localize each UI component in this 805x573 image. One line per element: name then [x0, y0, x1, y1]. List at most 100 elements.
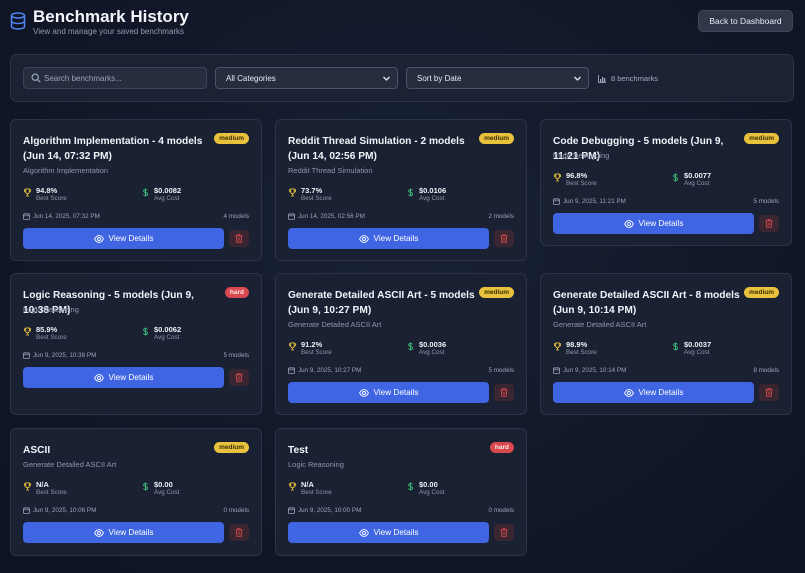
delete-button[interactable]	[494, 524, 514, 541]
model-count: 0 models	[488, 507, 514, 514]
avg-cost-value: $0.0106	[419, 186, 447, 195]
best-score-label: Best Score	[566, 349, 597, 356]
card-date: Jun 9, 2025, 10:27 PM	[288, 367, 361, 374]
avg-cost-label: Avg Cost	[419, 195, 445, 202]
card-date-text: Jun 14, 2025, 07:32 PM	[33, 213, 100, 220]
chevron-down-icon	[574, 76, 581, 81]
model-count: 4 models	[223, 213, 249, 220]
difficulty-badge: medium	[744, 287, 779, 298]
trophy-icon	[288, 482, 297, 491]
category-select-value: All Categories	[226, 73, 276, 83]
card-meta: Jun 9, 2025, 10:38 PM 5 models	[23, 352, 249, 359]
trophy-icon	[23, 482, 32, 491]
card-category: Generate Detailed ASCII Art	[23, 460, 117, 469]
delete-button[interactable]	[494, 384, 514, 401]
calendar-icon	[23, 352, 30, 359]
search-input[interactable]	[44, 68, 204, 88]
best-score-stat: N/A Best Score	[23, 480, 67, 497]
best-score-value: 94.8%	[36, 186, 58, 195]
card-title: Code Debugging - 5 models (Jun 9, 11:21 …	[553, 136, 724, 162]
benchmark-card: ASCII medium Generate Detailed ASCII Art…	[10, 428, 262, 556]
delete-button[interactable]	[229, 369, 249, 386]
card-title: Generate Detailed ASCII Art - 5 models (…	[288, 290, 475, 316]
view-details-label: View Details	[373, 528, 419, 537]
card-category: Generate Detailed ASCII Art	[288, 320, 382, 329]
card-meta: Jun 9, 2025, 10:00 PM 0 models	[288, 507, 514, 514]
eye-icon	[93, 528, 104, 537]
avg-cost-label: Avg Cost	[419, 349, 445, 356]
best-score-value: 85.9%	[36, 325, 58, 334]
view-details-button[interactable]: View Details	[23, 367, 224, 388]
dollar-icon	[673, 342, 679, 351]
sort-select[interactable]: Sort by Date	[406, 67, 589, 89]
card-category: Logic Reasoning	[288, 460, 344, 469]
avg-cost-stat: $0.0036 Avg Cost	[406, 340, 446, 357]
delete-button[interactable]	[759, 215, 779, 232]
avg-cost-label: Avg Cost	[684, 349, 710, 356]
trophy-icon	[288, 342, 297, 351]
trash-icon	[235, 234, 243, 243]
view-details-label: View Details	[638, 219, 684, 228]
avg-cost-value: $0.00	[419, 480, 438, 489]
view-details-label: View Details	[373, 388, 419, 397]
difficulty-badge: medium	[744, 133, 779, 144]
bar-chart-icon	[598, 74, 606, 83]
benchmark-card: Algorithm Implementation - 4 models (Jun…	[10, 119, 262, 261]
best-score-value: 91.2%	[301, 340, 323, 349]
view-details-label: View Details	[638, 388, 684, 397]
best-score-stat: 98.9% Best Score	[553, 340, 597, 357]
view-details-button[interactable]: View Details	[23, 522, 224, 543]
avg-cost-stat: $0.0106 Avg Cost	[406, 186, 446, 203]
view-details-button[interactable]: View Details	[288, 522, 489, 543]
avg-cost-value: $0.00	[154, 480, 173, 489]
back-to-dashboard-button[interactable]: Back to Dashboard	[698, 10, 793, 32]
view-details-button[interactable]: View Details	[288, 382, 489, 403]
avg-cost-value: $0.0082	[154, 186, 182, 195]
calendar-icon	[288, 507, 295, 514]
card-title: Algorithm Implementation - 4 models (Jun…	[23, 136, 203, 162]
card-date-text: Jun 9, 2025, 10:06 PM	[33, 507, 97, 514]
trash-icon	[235, 373, 243, 382]
calendar-icon	[553, 367, 560, 374]
delete-button[interactable]	[494, 230, 514, 247]
avg-cost-stat: $0.0037 Avg Cost	[671, 340, 711, 357]
card-category: Generate Detailed ASCII Art	[553, 320, 647, 329]
view-details-button[interactable]: View Details	[553, 213, 754, 234]
trash-icon	[500, 388, 508, 397]
benchmark-card: Logic Reasoning - 5 models (Jun 9, 10:38…	[10, 273, 262, 415]
avg-cost-value: $0.0037	[684, 340, 712, 349]
page-header: Benchmark History View and manage your s…	[10, 6, 793, 42]
card-title: Logic Reasoning - 5 models (Jun 9, 10:38…	[23, 290, 194, 316]
delete-button[interactable]	[229, 230, 249, 247]
best-score-label: Best Score	[301, 489, 332, 496]
chevron-down-icon	[383, 76, 390, 81]
dollar-icon	[408, 482, 414, 491]
best-score-label: Best Score	[36, 489, 67, 496]
trophy-icon	[23, 188, 32, 197]
card-date: Jun 9, 2025, 10:06 PM	[23, 507, 96, 514]
model-count: 8 models	[753, 367, 779, 374]
benchmark-card: Test hard Logic Reasoning N/A Best Score…	[275, 428, 527, 556]
difficulty-badge: medium	[214, 442, 249, 453]
search-box[interactable]	[23, 67, 207, 89]
view-details-button[interactable]: View Details	[23, 228, 224, 249]
card-date: Jun 9, 2025, 10:14 PM	[553, 367, 626, 374]
card-date-text: Jun 9, 2025, 10:27 PM	[298, 367, 362, 374]
best-score-label: Best Score	[36, 195, 67, 202]
card-title: Reddit Thread Simulation - 2 models (Jun…	[288, 136, 465, 162]
eye-icon	[623, 219, 634, 228]
delete-button[interactable]	[229, 524, 249, 541]
best-score-value: N/A	[301, 480, 314, 489]
avg-cost-value: $0.0036	[419, 340, 447, 349]
avg-cost-stat: $0.00 Avg Cost	[141, 480, 179, 497]
view-details-button[interactable]: View Details	[553, 382, 754, 403]
eye-icon	[93, 234, 104, 243]
sort-select-value: Sort by Date	[417, 73, 462, 83]
calendar-icon	[288, 367, 295, 374]
view-details-button[interactable]: View Details	[288, 228, 489, 249]
category-select[interactable]: All Categories	[215, 67, 398, 89]
calendar-icon	[23, 507, 30, 514]
delete-button[interactable]	[759, 384, 779, 401]
avg-cost-label: Avg Cost	[154, 195, 180, 202]
avg-cost-stat: $0.00 Avg Cost	[406, 480, 444, 497]
